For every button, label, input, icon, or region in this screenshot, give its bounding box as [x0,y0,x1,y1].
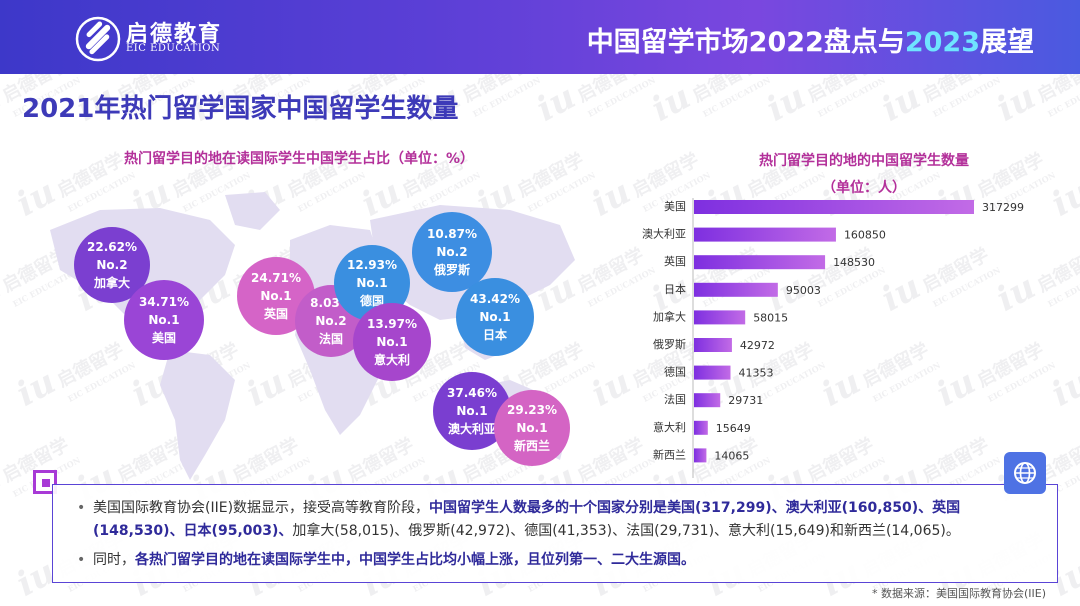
bar [694,420,708,435]
bubble-rank: No.1 [376,335,408,349]
bubble-country: 俄罗斯 [433,263,470,277]
world-map: 22.62% No.2 加拿大 34.71% No.1 美国 24.71% No… [40,190,600,490]
category-label: 澳大利亚 [642,227,686,241]
bar [694,200,974,214]
category-label: 新西兰 [653,447,686,461]
bubble-rank: No.1 [260,289,292,303]
bubble-rank: No.1 [479,310,511,324]
chart-unit: （单位：人） [822,180,906,196]
page-title: 2021年热门留学国家中国留学生数量 [22,94,459,124]
bubble-canada: 22.62% No.2 加拿大 [74,227,150,303]
bubble-country: 美国 [151,331,176,345]
chart-subtitle: 热门留学目的地的中国留学生数量 （单位：人） [714,148,1014,202]
bar [694,227,836,242]
category-label: 俄罗斯 [653,338,686,351]
value-label: 41353 [738,367,773,380]
value-label: 42972 [740,339,775,352]
bubble-rank: No.2 [96,258,128,272]
bubble-country: 加拿大 [93,276,130,290]
bar [694,338,732,352]
bubble-country: 英国 [263,307,288,321]
bar-chart: 美国 317299 澳大利亚 160850 英国 148530 日本 95003 加拿大 5801… [642,198,1024,478]
globe-icon [1014,462,1036,484]
bubble-pct: 29.23% [507,403,557,417]
header-bar: 启德教育 EIC EDUCATION 中国留学市场2022盘点与2023展望 [0,0,1080,74]
value-label: 160850 [844,229,886,242]
notes-list: 美国国际教育协会(IIE)数据显示，接受高等教育阶段，中国留学生人数最多的十个国… [77,497,1045,572]
bar [694,448,707,463]
bubble-rank: No.1 [456,404,488,418]
brand-english: EIC EDUCATION [126,43,221,54]
value-label: 95003 [786,284,821,297]
bar [694,310,746,325]
bubble-pct: 12.93% [347,258,397,272]
bubble-new-zealand: 29.23% No.1 新西兰 [494,390,570,466]
bubble-country: 法国 [318,332,343,346]
bubble-rank: No.1 [516,421,548,435]
bar [694,255,826,270]
category-label: 法国 [664,392,686,406]
value-label: 15649 [716,422,751,435]
bubble-pct: 24.71% [251,271,301,285]
value-label: 58015 [753,311,788,324]
bubble-japan: 43.42% No.1 日本 [456,278,534,356]
bubble-pct: 37.46% [447,386,497,400]
category-label: 加拿大 [653,309,686,323]
bubble-rank: No.2 [315,314,347,328]
header-title: 中国留学市场2022盘点与2023展望 [586,27,1034,58]
bubble-country: 意大利 [373,353,410,367]
category-label: 日本 [664,282,686,296]
note-item: 美国国际教育协会(IIE)数据显示，接受高等教育阶段，中国留学生人数最多的十个国… [77,497,1045,543]
chart-title: 热门留学目的地的中国留学生数量 [759,153,969,169]
globe-button[interactable] [1004,452,1046,494]
bubble-russia: 10.87% No.2 俄罗斯 [412,212,492,292]
bubble-rank: No.1 [148,313,180,327]
bubble-pct: 34.71% [139,295,189,309]
bar [694,365,731,380]
bubble-country: 日本 [482,328,507,342]
category-label: 英国 [664,254,686,268]
bubble-rank: No.1 [356,276,388,290]
bubble-italy: 13.97% No.1 意大利 [353,303,431,381]
value-label: 14065 [714,449,749,462]
bubble-usa: 34.71% No.1 美国 [124,280,204,360]
notes-box: 美国国际教育协会(IIE)数据显示，接受高等教育阶段，中国留学生人数最多的十个国… [52,484,1058,583]
category-label: 美国 [664,200,686,213]
bar [694,282,778,297]
category-label: 意大利 [653,420,686,434]
bubble-rank: No.2 [436,245,468,259]
bar [694,393,721,408]
value-label: 29731 [728,394,763,407]
bubble-country: 澳大利亚 [447,422,496,436]
bubble-pct: 13.97% [367,317,417,331]
bubble-country: 新西兰 [513,439,550,453]
bubble-pct: 10.87% [427,227,477,241]
bubble-pct: 22.62% [87,240,137,254]
note-item: 同时，各热门留学目的地在读国际学生中，中国学生占比均小幅上涨，且位列第一、二大生… [77,549,1045,572]
logo-icon [75,16,121,62]
bubble-uk: 24.71% No.1 英国 [237,257,315,335]
category-label: 德国 [664,365,686,379]
value-label: 317299 [982,201,1024,214]
value-label: 148530 [833,256,875,269]
brand-name: 启德教育 [126,22,223,47]
bubble-germany: 12.93% No.1 德国 [334,245,410,321]
map-subtitle: 热门留学目的地在读国际学生中国学生占比（单位：%） [124,151,475,167]
data-source: * 数据来源：美国国际教育协会(IIE) [871,587,1046,600]
bubble-pct: 43.42% [470,292,520,306]
